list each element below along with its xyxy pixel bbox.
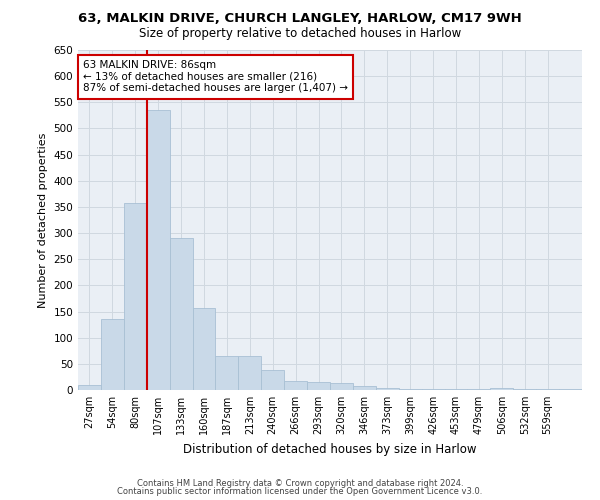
Bar [147,110,170,390]
Bar [353,386,376,390]
Bar [261,370,284,390]
Bar [559,389,582,390]
Bar [422,389,445,390]
Bar [330,383,353,390]
Text: 63, MALKIN DRIVE, CHURCH LANGLEY, HARLOW, CM17 9WH: 63, MALKIN DRIVE, CHURCH LANGLEY, HARLOW… [78,12,522,26]
Y-axis label: Number of detached properties: Number of detached properties [38,132,48,308]
Text: Size of property relative to detached houses in Harlow: Size of property relative to detached ho… [139,28,461,40]
Text: 63 MALKIN DRIVE: 86sqm
← 13% of detached houses are smaller (216)
87% of semi-de: 63 MALKIN DRIVE: 86sqm ← 13% of detached… [83,60,348,94]
X-axis label: Distribution of detached houses by size in Harlow: Distribution of detached houses by size … [183,442,477,456]
Bar [124,202,147,390]
Text: Contains public sector information licensed under the Open Government Licence v3: Contains public sector information licen… [118,487,482,496]
Bar [101,320,124,390]
Bar [490,388,513,390]
Bar [215,356,238,390]
Bar [376,388,399,390]
Bar [78,385,101,390]
Bar [284,380,307,390]
Bar [238,356,261,390]
Bar [399,389,422,390]
Bar [513,389,536,390]
Bar [193,308,215,390]
Bar [307,382,330,390]
Bar [170,238,193,390]
Text: Contains HM Land Registry data © Crown copyright and database right 2024.: Contains HM Land Registry data © Crown c… [137,478,463,488]
Bar [445,389,467,390]
